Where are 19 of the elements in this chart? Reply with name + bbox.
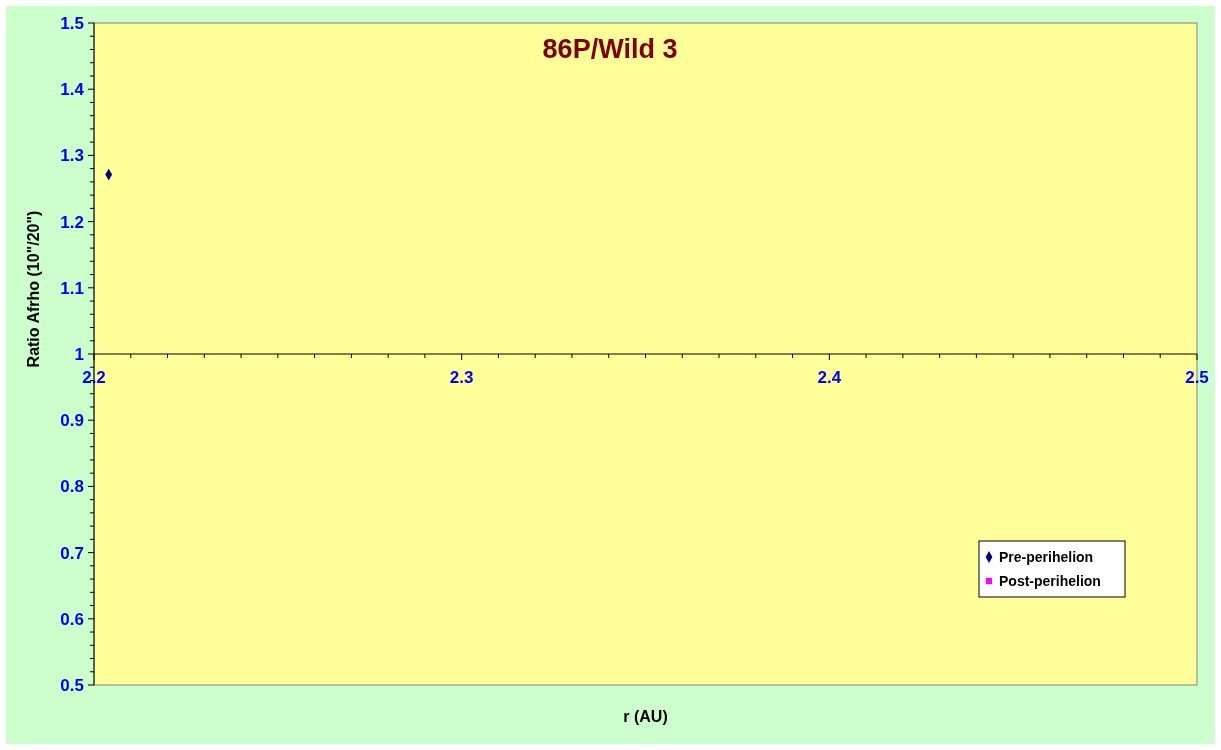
y-tick-label: 0.8: [60, 477, 84, 497]
y-tick-label: 1.4: [60, 80, 85, 100]
x-tick-label: 2.4: [817, 368, 842, 387]
y-tick-label: 1: [74, 344, 84, 364]
y-tick-label: 0.9: [60, 411, 84, 431]
y-tick-label: 0.5: [60, 675, 84, 695]
x-tick-label: 2.5: [1185, 368, 1209, 387]
x-axis-title: r (AU): [623, 708, 668, 725]
y-tick-label: 1.5: [60, 13, 84, 33]
y-tick-label: 0.6: [60, 609, 84, 629]
y-tick-label: 1.1: [60, 278, 84, 298]
y-tick-label: 1.3: [60, 146, 84, 166]
chart-title: 86P/Wild 3: [542, 34, 678, 64]
y-tick-label: 0.7: [60, 543, 84, 563]
x-tick-label: 2.3: [449, 368, 474, 387]
legend-label: Pre-perihelion: [999, 548, 1094, 565]
y-axis-title: Ratio Afrho (10"/20"): [25, 210, 42, 368]
y-tick-label: 1.2: [60, 212, 84, 232]
legend-label: Post-perihelion: [999, 572, 1101, 589]
